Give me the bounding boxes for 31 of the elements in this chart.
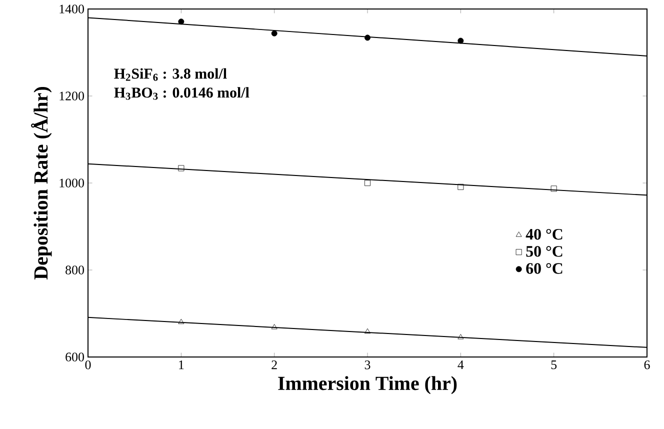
x-tick-label: 3 (364, 360, 370, 370)
point (178, 165, 184, 172)
x-tick-label: 2 (272, 360, 277, 370)
point (364, 328, 370, 334)
point (271, 30, 278, 36)
point (364, 34, 370, 41)
y-tick-label: 1000 (60, 178, 84, 188)
point (458, 184, 464, 190)
point (458, 334, 464, 340)
point (178, 318, 184, 324)
x-tick-label: 6 (644, 360, 650, 370)
legend-label: 50 °C (526, 246, 562, 257)
x-tick-label: 0 (85, 360, 91, 370)
point (178, 18, 184, 25)
y-tick-label: 1200 (60, 92, 84, 100)
point (271, 324, 278, 330)
y-axis-title: Deposition Rate (Å/hr) (31, 87, 52, 280)
point (364, 180, 370, 186)
point (458, 38, 464, 44)
x-tick-label: 5 (551, 360, 557, 370)
x-axis-title: Immersion Time (hr) (278, 376, 457, 394)
point (550, 186, 557, 192)
y-tick-label: 600 (66, 352, 84, 362)
x-tick-label: 4 (458, 360, 464, 370)
y-tick-label: 800 (66, 266, 84, 274)
annotation: H$_{2}$SiF$_{6}$ : 3.8 mol/l (114, 68, 227, 81)
annotation: H$_{3}$BO$_{3}$ : 0.0146 mol/l (114, 87, 250, 100)
x-tick-label: 1 (179, 360, 184, 370)
y-tick-label: 1400 (60, 4, 84, 14)
legend-label: 60 °C (526, 263, 562, 274)
legend-label: 40 °C (526, 228, 562, 240)
